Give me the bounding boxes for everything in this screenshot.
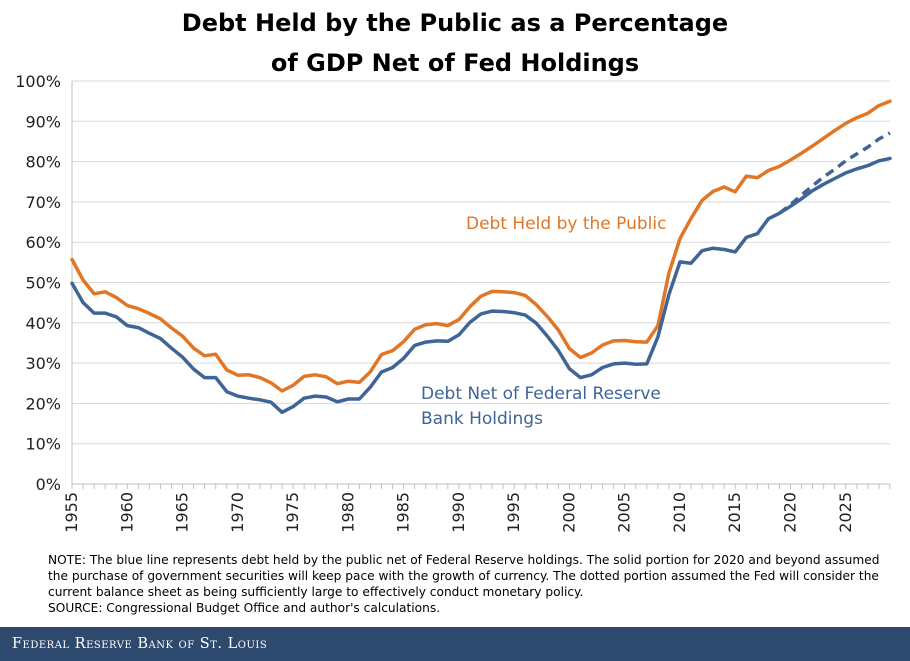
source-text: SOURCE: Congressional Budget Office and … [48,601,441,615]
x-tick-label: 1970 [228,492,247,533]
chart-title-line-1: Debt Held by the Public as a Percentage [182,9,728,37]
x-tick-label: 1985 [394,492,413,533]
chart-figure: Debt Held by the Public as a Percentage … [15,9,892,533]
chart-title-line-2: of GDP Net of Fed Holdings [271,49,639,77]
x-tick-label: 1980 [338,492,357,533]
y-tick-label: 10% [25,435,61,454]
series-label-public-debt: Debt Held by the Public [466,214,666,234]
y-tick-label: 90% [25,112,61,131]
note-text: NOTE: The blue line represents debt held… [48,553,880,599]
series-line-1 [70,156,892,415]
footer-brand-text: Federal Reserve Bank of St. Louis [12,636,268,652]
grid-lines [72,80,890,445]
y-tick-label: 60% [25,233,61,252]
x-tick-label: 2015 [725,492,744,533]
y-tick-label: 40% [25,314,61,333]
series-label-net-debt-line-1: Debt Net of Federal Reserve [421,384,661,404]
x-tick-label: 1995 [504,492,523,533]
y-tick-label: 30% [25,354,61,373]
plot-series [70,99,892,415]
x-tick-label: 2005 [615,492,634,533]
y-tick-label: 20% [25,394,61,413]
series-line-0 [70,99,892,393]
x-tick-label: 1965 [173,492,192,533]
x-tick-label: 2000 [559,492,578,533]
x-tick-label: 1990 [449,492,468,533]
x-tick-label: 2010 [670,492,689,533]
x-tick-label: 2025 [836,492,855,533]
y-tick-label: 50% [25,274,61,293]
x-tick-label: 1960 [117,492,136,533]
series-label-net-debt-line-2: Bank Holdings [421,409,543,429]
chart-notes: NOTE: The blue line represents debt held… [48,552,900,616]
y-tick-label: 70% [25,193,61,212]
y-tick-label: 100% [15,72,61,91]
y-tick-label: 80% [25,153,61,172]
x-tick-label: 1955 [62,492,81,533]
series-line-2 [778,131,891,215]
x-tick-label: 2020 [781,492,800,533]
y-tick-label: 0% [36,475,61,494]
axes: 0% 10% 20% 30% 40% 50% 60% 70% 80% 90% 100% 1955 196… [15,72,891,533]
footer-brand-bar: Federal Reserve Bank of St. Louis [0,627,910,661]
x-tick-label: 1975 [283,492,302,533]
